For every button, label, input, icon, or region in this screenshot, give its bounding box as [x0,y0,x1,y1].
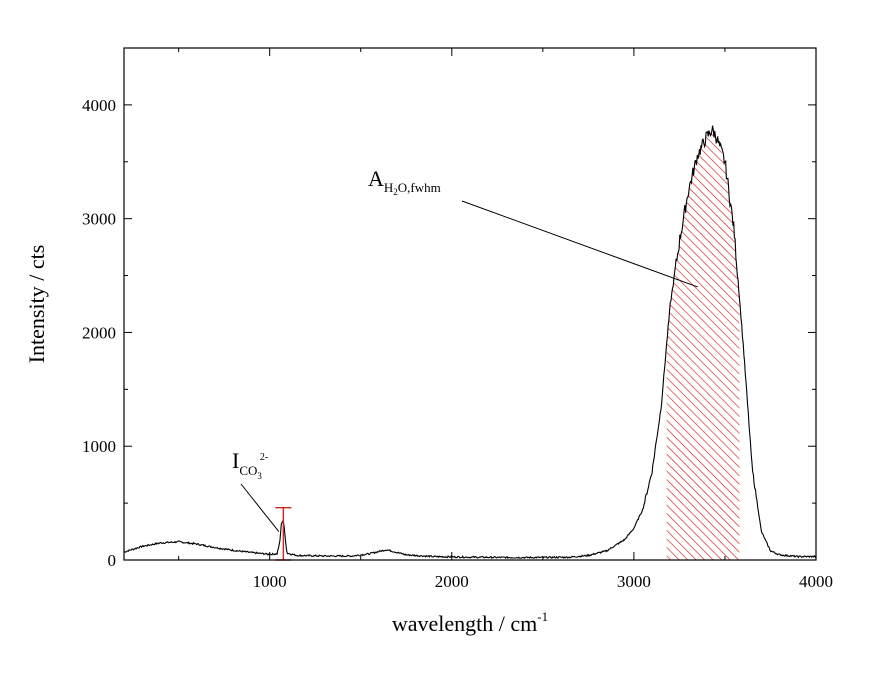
x-axis-title-text: wavelength / cm [392,611,537,636]
y-tick-label: 3000 [82,210,116,229]
y-axis-ticks: 0 1000 2000 3000 4000 [82,47,816,570]
hatched-band-fill [666,129,740,560]
carbonate-annotation-label: ICO32- [232,448,268,481]
carbonate-intensity-annotation: ICO32- [232,448,280,532]
x-axis-ticks: 1000 2000 3000 4000 [178,48,833,591]
carbonate-annotation-leader [240,483,280,532]
y-tick-label: 0 [108,551,117,570]
series-group [123,125,817,560]
x-axis-title-superscript: -1 [537,609,548,624]
x-axis-title: wavelength / cm-1 [392,609,548,636]
x-tick-label: 4000 [799,572,833,591]
y-tick-label: 1000 [82,437,116,456]
y-tick-label: 2000 [82,323,116,342]
spectrum-line [123,125,817,560]
water-fwhm-annotation-label: AH2O,fwhm [368,166,441,197]
plot-frame [123,47,817,561]
water-fwhm-annotation-leader [461,200,698,288]
water-fwhm-area-annotation: AH2O,fwhm [368,166,698,288]
y-axis-title: Intensity / cts [24,245,49,364]
x-tick-label: 3000 [617,572,651,591]
x-tick-label: 1000 [253,572,287,591]
x-tick-label: 2000 [435,572,469,591]
y-tick-label: 4000 [82,96,116,115]
hatched-fwhm-area [666,129,740,560]
